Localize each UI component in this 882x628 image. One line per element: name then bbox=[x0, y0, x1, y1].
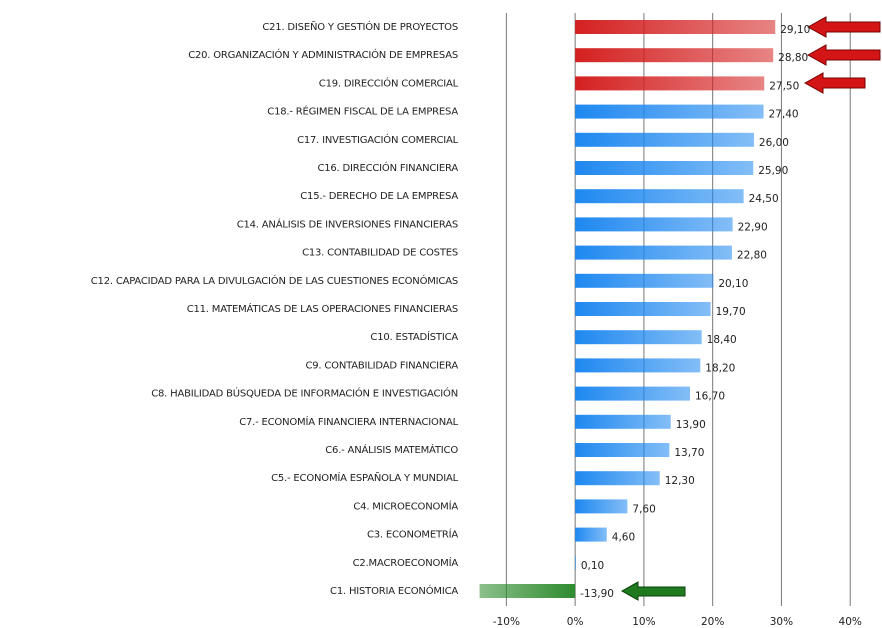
bar bbox=[575, 132, 754, 147]
bar bbox=[575, 20, 776, 34]
value-label: 27,50 bbox=[769, 80, 799, 92]
y-tick-label: C14. ANÁLISIS DE INVERSIONES FINANCIERAS bbox=[237, 217, 458, 230]
y-tick-label: C9. CONTABILIDAD FINANCIERA bbox=[305, 360, 458, 371]
bar bbox=[479, 584, 576, 598]
x-tick-label: 10% bbox=[632, 616, 655, 628]
bar bbox=[575, 104, 764, 119]
bar bbox=[575, 443, 670, 457]
y-tick-label: C11. MATEMÁTICAS DE LAS OPERACIONES FINA… bbox=[187, 302, 458, 315]
x-tick-label: 0% bbox=[567, 616, 584, 628]
y-tick-label: C18.- RÉGIMEN FISCAL DE LA EMPRESA bbox=[267, 105, 458, 118]
y-tick-label: C20. ORGANIZACIÓN Y ADMINISTRACIÓN DE EM… bbox=[188, 48, 458, 61]
bars bbox=[479, 20, 776, 598]
bar bbox=[575, 245, 732, 260]
y-tick-label: C15.- DERECHO DE LA EMPRESA bbox=[300, 191, 458, 202]
y-tick-label: C13. CONTABILIDAD DE COSTES bbox=[302, 248, 458, 259]
bar bbox=[575, 76, 765, 91]
bar bbox=[575, 527, 607, 542]
y-tick-label: C8. HABILIDAD BÚSQUEDA DE INFORMACIÓN E … bbox=[151, 387, 458, 400]
arrow bbox=[803, 72, 866, 94]
value-label: 7,60 bbox=[632, 503, 655, 515]
value-label: 25,90 bbox=[758, 165, 788, 177]
bar bbox=[575, 386, 690, 401]
value-label: 28,80 bbox=[778, 52, 808, 64]
x-tick-label: 40% bbox=[839, 616, 862, 628]
y-tick-label: C19. DIRECCIÓN COMERCIAL bbox=[319, 76, 459, 89]
value-label: 0,10 bbox=[581, 560, 604, 572]
arrow bbox=[806, 44, 881, 66]
value-label: -13,90 bbox=[580, 588, 614, 600]
value-label: 29,10 bbox=[780, 24, 810, 36]
y-tick-label: C16. DIRECCIÓN FINANCIERA bbox=[317, 161, 458, 174]
x-tick-label: 20% bbox=[701, 616, 724, 628]
value-label: 27,40 bbox=[769, 109, 799, 121]
y-tick-label: C1. HISTORIA ECONÓMICA bbox=[330, 584, 458, 597]
value-label: 18,40 bbox=[707, 334, 737, 346]
bar bbox=[575, 217, 733, 232]
x-tick-label: 30% bbox=[770, 616, 793, 628]
value-label: 13,90 bbox=[676, 419, 706, 431]
arrow bbox=[620, 581, 686, 601]
y-tick-label: C10. ESTADÍSTICA bbox=[370, 330, 458, 343]
value-label: 26,00 bbox=[759, 137, 789, 149]
value-label: 20,10 bbox=[718, 278, 748, 290]
bar bbox=[575, 161, 754, 175]
arrows bbox=[620, 16, 881, 601]
y-tick-label: C5.- ECONOMÍA ESPAÑOLA Y MUNDIAL bbox=[271, 471, 459, 484]
y-tick-label: C21. DISEÑO Y GESTIÓN DE PROYECTOS bbox=[262, 20, 458, 33]
value-label: 12,30 bbox=[665, 475, 695, 487]
bar bbox=[575, 302, 711, 316]
value-label: 22,90 bbox=[738, 221, 768, 233]
bar bbox=[575, 555, 576, 570]
y-tick-label: C17. INVESTIGACIÓN COMERCIAL bbox=[297, 133, 459, 146]
bar bbox=[575, 189, 744, 204]
bar bbox=[575, 414, 671, 429]
value-label: 19,70 bbox=[716, 306, 746, 318]
value-label: 16,70 bbox=[695, 391, 725, 403]
x-tick-label: -10% bbox=[493, 616, 520, 628]
value-label: 24,50 bbox=[749, 193, 779, 205]
y-tick-label: C7.- ECONOMÍA FINANCIERA INTERNACIONAL bbox=[239, 415, 458, 428]
y-tick-label: C3. ECONOMETRÍA bbox=[367, 528, 458, 541]
bar bbox=[575, 358, 701, 373]
bar bbox=[575, 48, 774, 63]
value-label: 22,80 bbox=[737, 250, 767, 262]
bar bbox=[575, 273, 714, 288]
y-tick-label: C2.MACROECONOMÍA bbox=[353, 556, 459, 569]
y-tick-label: C4. MICROECONOMÍA bbox=[353, 499, 458, 512]
bar bbox=[575, 471, 660, 486]
arrow bbox=[806, 16, 881, 38]
bar bbox=[575, 330, 702, 345]
y-tick-label: C12. CAPACIDAD PARA LA DIVULGACIÓN DE LA… bbox=[91, 274, 458, 287]
y-tick-label: C6.- ANÁLISIS MATEMÁTICO bbox=[325, 443, 458, 456]
bar bbox=[575, 499, 628, 514]
value-label: 13,70 bbox=[674, 447, 704, 459]
value-label: 4,60 bbox=[612, 532, 635, 544]
value-label: 18,20 bbox=[705, 362, 735, 374]
